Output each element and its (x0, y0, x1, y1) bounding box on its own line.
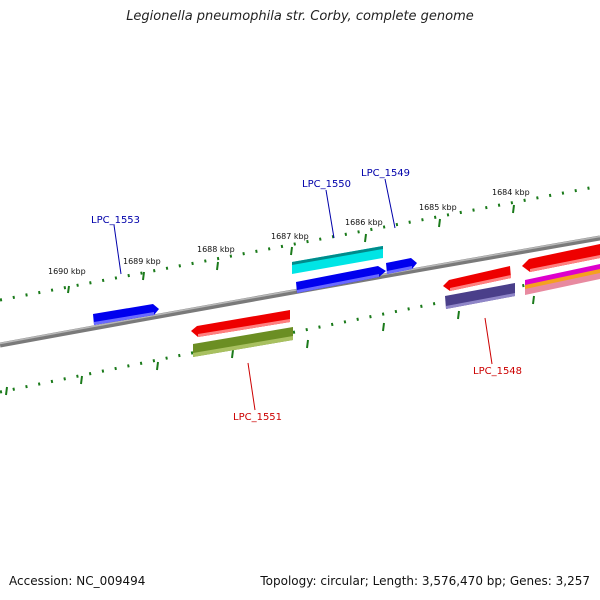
inner-major-tick-8 (532, 295, 535, 305)
feature-pink[interactable] (525, 273, 600, 295)
gene-right-edge-shade (530, 255, 600, 272)
leader-lpc-1548 (484, 317, 493, 365)
leader-lpc-1550 (325, 189, 335, 239)
tick-label-1684: 1684 kbp (492, 188, 530, 197)
major-tick-1685 (438, 218, 441, 228)
cds-lpc-1550-shade (292, 246, 383, 265)
gene-lpc-1550-shade (297, 274, 379, 293)
reverse-features (191, 244, 600, 357)
cds-lpc-1551-shade (193, 336, 293, 357)
major-tick-1688 (216, 261, 219, 271)
tick-label-1689: 1689 kbp (123, 257, 161, 266)
gene-lpc-1549-shade (387, 266, 412, 274)
major-tick-1684 (512, 204, 515, 214)
forward-features (93, 246, 417, 325)
inner-major-tick-2 (80, 375, 83, 385)
inner-major-ticks (5, 295, 535, 396)
tick-label-1685: 1685 kbp (419, 203, 457, 212)
label-lpc-1550[interactable]: LPC_1550 (302, 179, 351, 190)
label-lpc-1548[interactable]: LPC_1548 (473, 366, 522, 377)
inner-major-tick-7 (457, 310, 460, 320)
gene-lpc-1551[interactable] (191, 310, 290, 337)
cds-lpc-1548-shade (446, 293, 515, 309)
tick-label-1690: 1690 kbp (48, 267, 86, 276)
label-lpc-1553[interactable]: LPC_1553 (91, 215, 140, 226)
tick-label-1688: 1688 kbp (197, 245, 235, 254)
gene-lpc-1548[interactable] (443, 266, 511, 291)
feature-magenta[interactable] (525, 264, 600, 286)
tick-label-1687: 1687 kbp (271, 232, 309, 241)
inner-major-tick-4 (231, 349, 234, 359)
label-lpc-1551[interactable]: LPC_1551 (233, 412, 282, 423)
major-tick-1686 (364, 233, 367, 243)
leader-lpc-1551 (247, 362, 256, 411)
tick-labels: 1690 kbp 1689 kbp 1688 kbp 1687 kbp 1686… (48, 188, 530, 276)
gene-lpc-1548-shade (450, 275, 511, 291)
inner-major-tick-5 (306, 339, 309, 349)
major-tick-1690 (67, 285, 70, 294)
cds-lpc-1548[interactable] (445, 283, 515, 309)
accession-label: Accession: NC_009494 (9, 574, 146, 588)
outer-tick-track (0, 184, 600, 302)
inner-major-tick-6 (382, 322, 385, 332)
inner-major-tick-3 (156, 361, 159, 371)
leader-lpc-1553 (113, 224, 122, 275)
label-leaders (113, 178, 493, 411)
feature-orange[interactable] (525, 269, 600, 290)
inner-major-tick-1 (5, 386, 8, 396)
map-title: Legionella pneumophila str. Corby, compl… (126, 9, 474, 24)
leader-lpc-1549 (384, 178, 396, 229)
label-lpc-1549[interactable]: LPC_1549 (361, 168, 410, 179)
tick-label-1686: 1686 kbp (345, 218, 383, 227)
outer-tick-dots (0, 184, 600, 302)
major-ticks (67, 204, 515, 294)
major-tick-1687 (290, 246, 293, 256)
major-tick-1689 (142, 271, 145, 281)
genome-summary: Topology: circular; Length: 3,576,470 bp… (260, 574, 590, 588)
gene-labels: LPC_1553 LPC_1550 LPC_1549 LPC_1551 LPC_… (91, 168, 522, 423)
gene-lpc-1551-shade (198, 319, 290, 337)
gene-lpc-1553-shade (94, 312, 154, 325)
gene-right-edge[interactable] (522, 244, 600, 272)
